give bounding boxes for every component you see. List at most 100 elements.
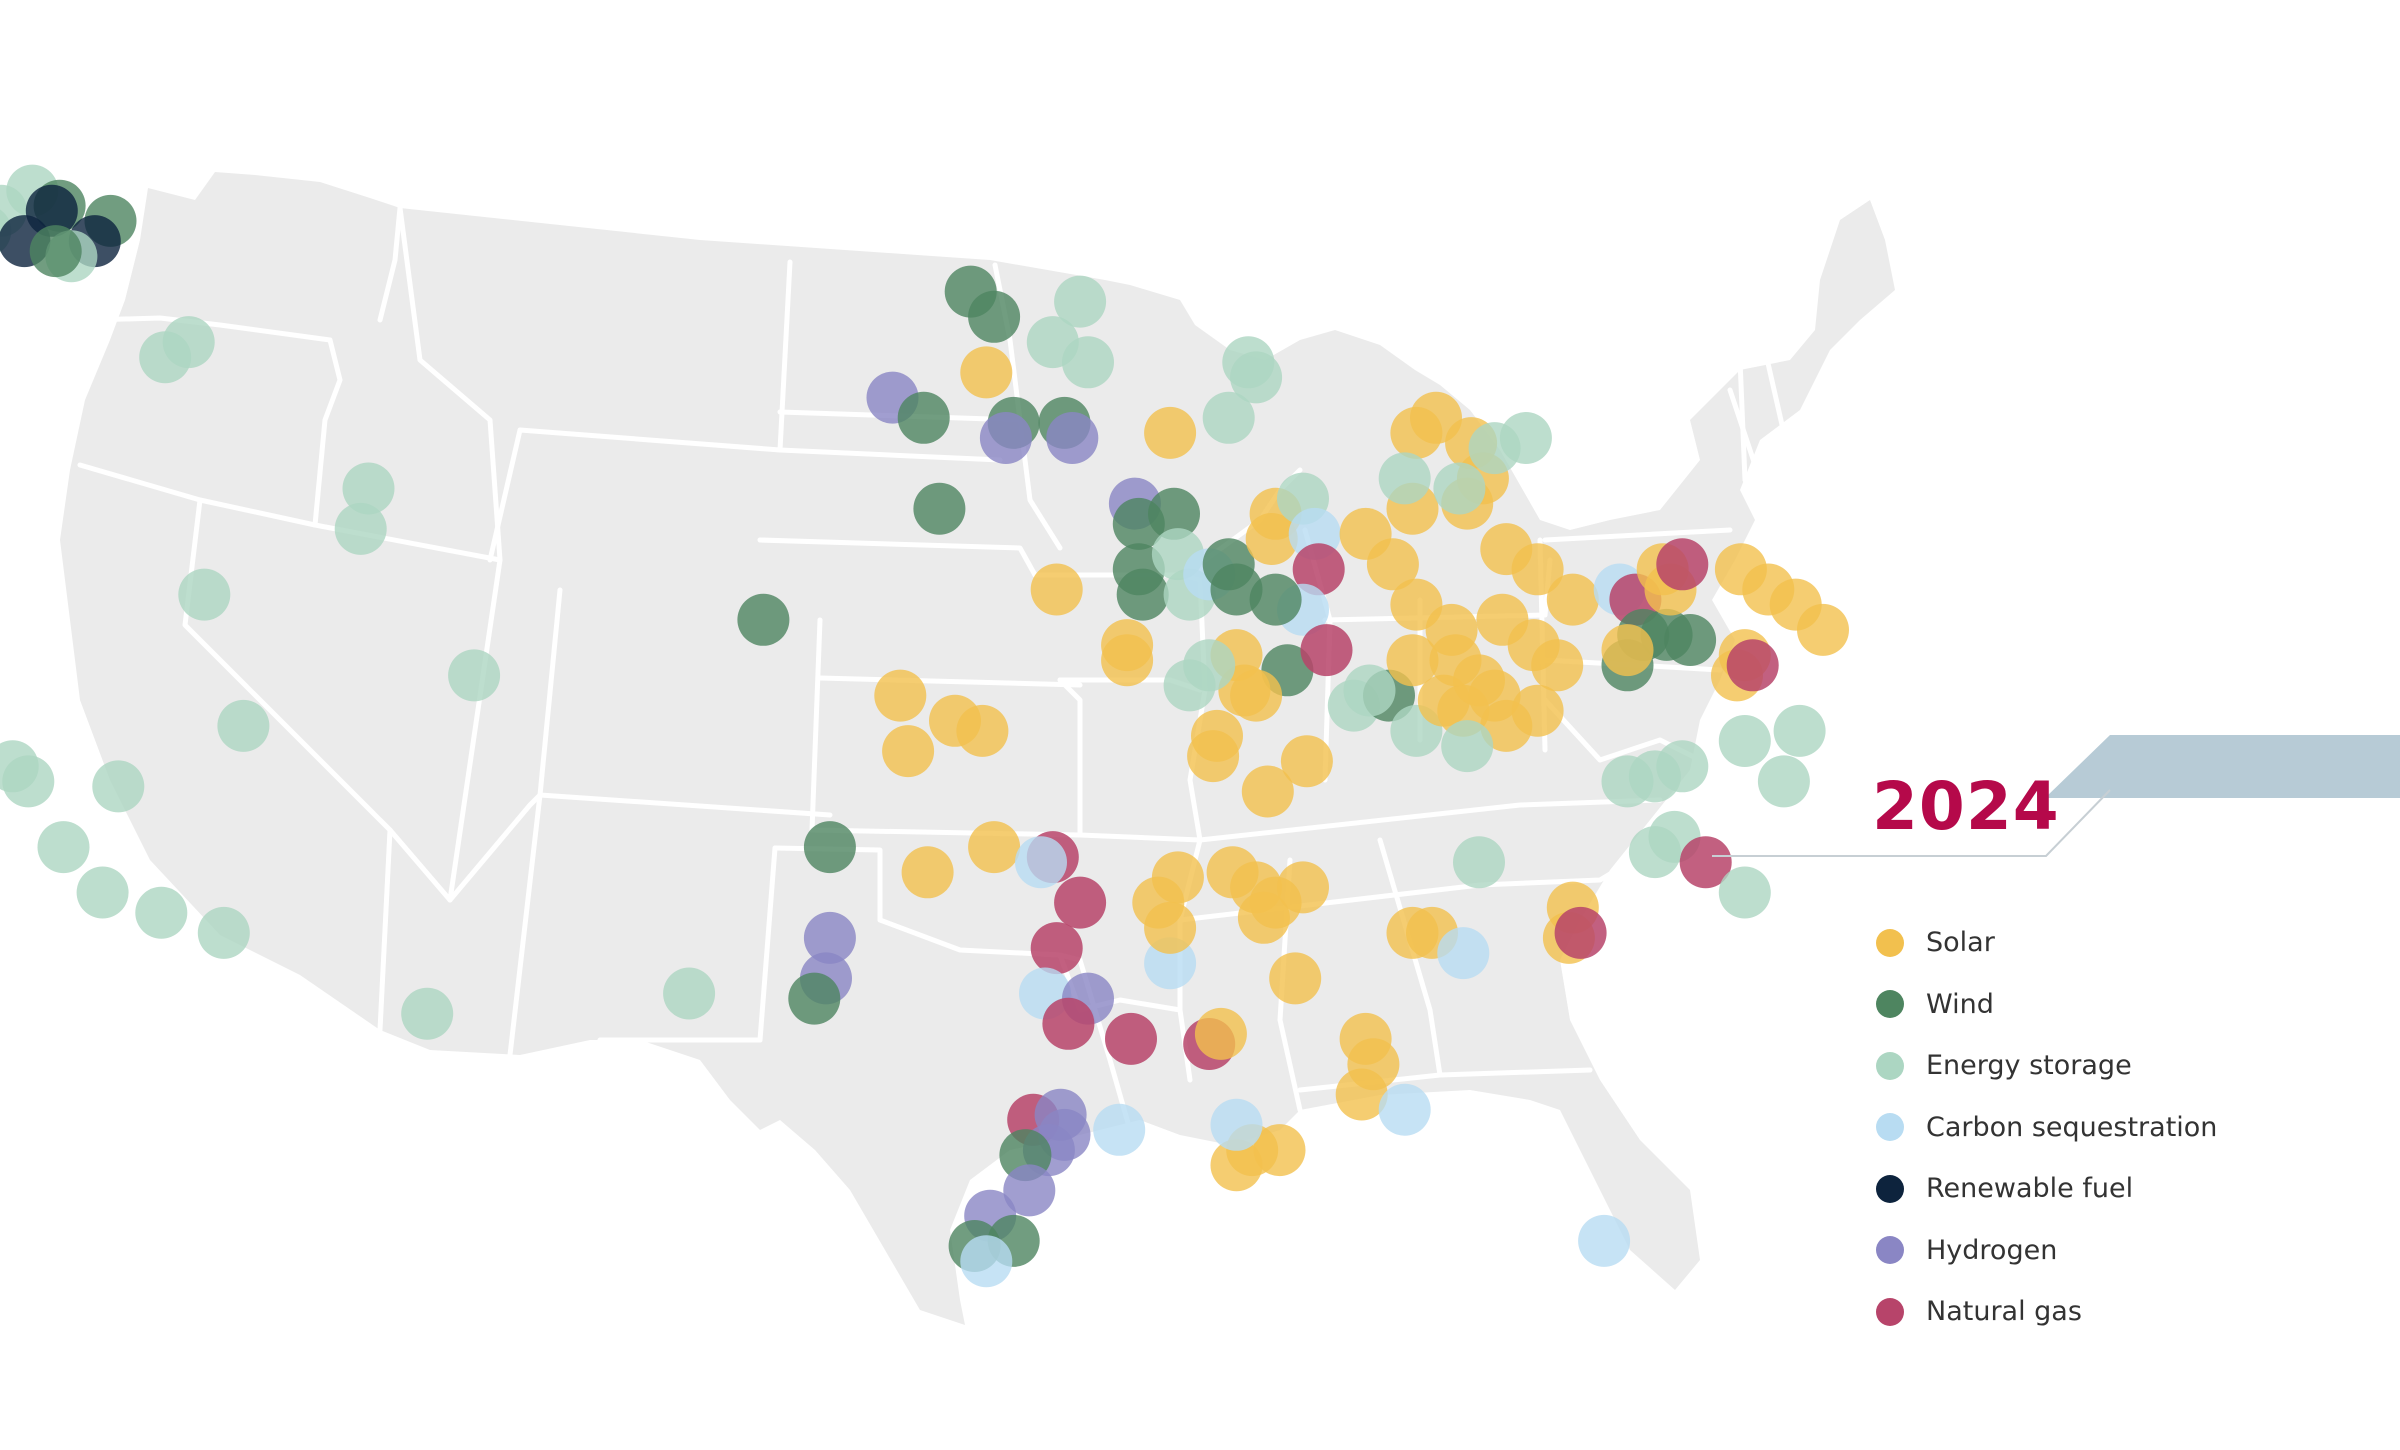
legend-swatch [1876,1297,1904,1326]
border-nv-ut [312,522,503,903]
project-dot-storage [76,866,129,919]
border-or-id [312,337,343,528]
border-ca-nv [182,497,393,1033]
legend-swatch [1876,1236,1904,1265]
border-sd-ne [757,537,1038,578]
project-dot-storage [1453,836,1505,889]
project-dot-solar [1390,406,1443,459]
project-dot-storage [197,906,250,959]
project-dot-storage [162,316,215,369]
border-vt-nh [1762,347,1793,463]
year-label: 2024 [1872,768,2060,845]
project-dot-carbon [1093,1103,1146,1156]
project-dot-solar [1531,639,1584,692]
project-dot-natural-gas [1554,906,1607,959]
project-dot-natural-gas [1042,997,1095,1050]
legend-swatch [1876,928,1904,957]
legend-label: Renewable fuel [1926,1173,2134,1205]
project-dot-solar [901,846,954,899]
project-dot-storage [1062,336,1114,389]
year-ribbon [1712,735,2400,857]
border-four-corners [447,792,543,903]
border-nm-tx [597,845,778,1043]
project-dot-wind [897,391,950,444]
project-dot-natural-gas [1292,543,1345,596]
project-dot-natural-gas [1030,922,1083,975]
project-dot-natural-gas [1656,538,1709,591]
project-dot-hydrogen [1034,1088,1087,1141]
legend-swatch [1876,990,1904,1019]
project-dot-solar [1601,624,1654,677]
project-dot-solar [1339,507,1392,560]
legend-item-renewable-fuel: Renewable fuel [1876,1158,2217,1220]
project-dot-solar [874,669,927,722]
project-dot-carbon [1437,927,1490,980]
map-legend: Solar Wind Energy storage Carbon sequestrat… [1876,912,2217,1343]
project-dot-storage [1230,351,1283,404]
project-dot-hydrogen [979,412,1032,464]
border-ks-ok [809,827,1083,838]
project-dot-storage [37,821,90,874]
project-dot-storage [1718,866,1771,919]
project-dot-carbon [1015,836,1067,889]
ribbon-underline [1712,789,2111,857]
border-wa-id [377,205,403,323]
project-dot-solar [1144,406,1197,459]
project-dot-wind [1210,563,1263,616]
project-dot-solar [1230,669,1283,722]
project-dot-solar [1241,765,1294,818]
legend-item-solar: Solar [1876,912,2217,974]
legend-item-carbon: Carbon sequestration [1876,1097,2217,1159]
border-ny-vt [1737,357,1748,483]
legend-swatch [1876,1113,1904,1142]
project-dot-natural-gas [1300,624,1353,677]
project-dot-wind [968,290,1021,343]
project-dot-wind [1148,487,1200,540]
project-dot-storage [1378,452,1431,505]
project-dot-storage [92,760,145,813]
project-dot-storage [1433,462,1486,515]
legend-item-hydrogen: Hydrogen [1876,1220,2217,1282]
project-dot-solar [882,725,935,778]
project-dot-storage [1343,664,1396,717]
project-dot-storage [401,987,454,1040]
project-dot-solar [1546,573,1599,626]
project-dot-wind [1116,568,1169,621]
project-dot-carbon [960,1235,1013,1288]
project-dot-storage [1441,720,1494,773]
project-dot-wind [737,593,790,646]
legend-label: Solar [1926,927,1995,959]
project-dot-solar [1335,1068,1388,1121]
project-dot-solar [1480,699,1533,752]
project-dot-solar [1280,735,1333,788]
project-dot-solar [1101,619,1154,672]
project-dot-solar [1030,563,1083,616]
project-dot-hydrogen [1046,412,1099,464]
legend-swatch [1876,1174,1904,1203]
project-dot-storage [1499,412,1552,464]
ribbon-band [2045,735,2400,798]
project-dot-natural-gas [1054,876,1107,929]
legend-label: Energy storage [1926,1050,2132,1082]
legend-swatch [1876,1051,1904,1080]
project-dots [0,164,1849,1288]
project-dot-storage [1628,826,1681,879]
border-ar-mo [1077,832,1203,843]
legend-label: Carbon sequestration [1926,1111,2218,1143]
project-dot-storage [342,462,395,515]
project-dot-solar [1277,861,1329,914]
border-mt-nd [777,259,793,453]
project-dot-solar [1386,634,1439,687]
project-dot-solar [1269,952,1322,1005]
project-dot-carbon [1210,1098,1263,1151]
project-dot-storage [334,502,387,555]
border-mo-west [1057,677,1083,838]
border-id-mt [397,205,503,563]
project-dot-storage [663,967,716,1020]
project-dot-solar [960,346,1013,399]
legend-label: Wind [1926,988,1994,1020]
project-dot-solar [1797,603,1849,656]
project-dot-wind [1249,573,1302,626]
